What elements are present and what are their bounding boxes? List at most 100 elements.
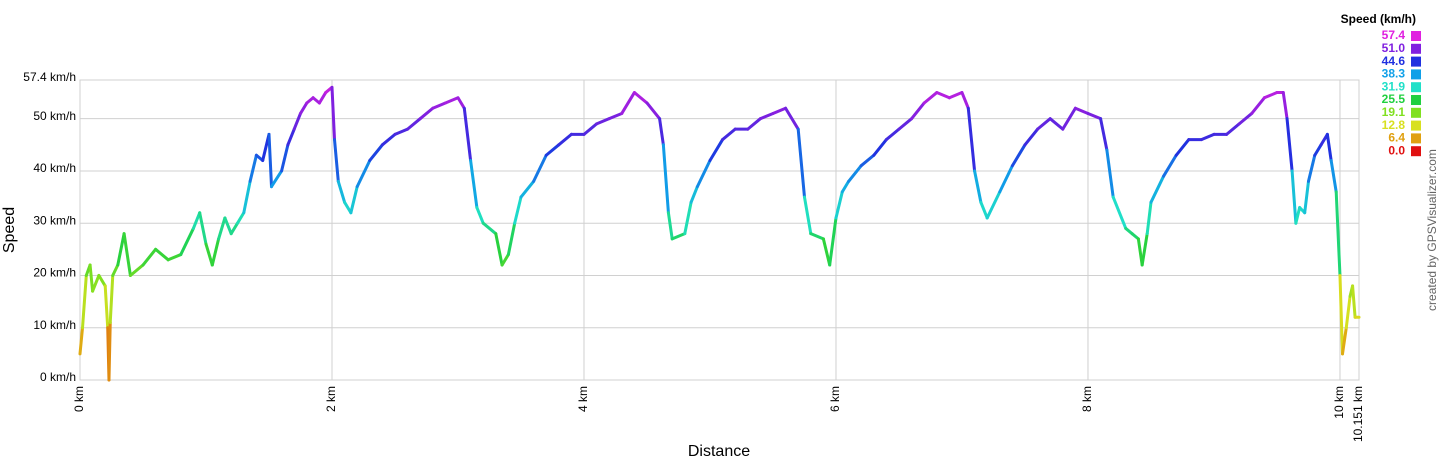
y-tick-label: 40 km/h [33,161,76,175]
speed-segment [1048,117,1065,131]
x-tick-label: 10 km [1332,386,1346,419]
speed-segment [966,106,977,173]
legend-label: 44.6 [1382,54,1406,68]
speed-segment [78,326,85,356]
speed-segment [469,158,479,210]
speed-segment [1329,158,1338,194]
y-tick-label: 20 km/h [33,266,76,280]
speed-segment [544,143,561,157]
legend-swatch [1411,31,1421,41]
y-tick-label: 57.4 km/h [23,70,76,84]
speed-segment [683,200,693,236]
speed-segment [1036,117,1052,131]
speed-segment [910,101,926,121]
speed-segment [884,127,901,142]
speed-segment [1334,190,1342,277]
speed-segment [1073,106,1090,115]
legend-label: 0.0 [1388,143,1405,157]
speed-segment [595,117,611,126]
speed-segment [1174,138,1191,157]
speed-segment [985,190,1002,220]
x-tick-label: 0 km [72,386,86,412]
speed-segment [270,169,284,189]
speed-segment [1140,232,1149,267]
speed-segment [834,190,844,220]
speed-segment [1149,174,1166,204]
speed-segment [355,158,372,189]
speed-segment [91,273,101,293]
speed-segment [481,221,498,236]
speed-segment [88,263,95,293]
legend-label: 25.5 [1382,92,1406,106]
speed-segment [166,253,183,262]
speed-segment [746,117,762,131]
legend-swatch [1411,107,1421,118]
speed-segment [607,111,624,121]
speed-segment [658,117,665,147]
legend-swatch [1411,82,1421,93]
y-tick-label: 0 km/h [40,370,76,384]
speed-segment [418,106,435,121]
speed-segment [532,153,548,183]
speed-segment [292,111,302,131]
speed-segment [1023,127,1040,147]
speed-segment [519,179,536,199]
speed-segment [1199,132,1216,142]
speed-segment [1061,106,1077,131]
speed-segment [632,91,649,105]
legend-swatch [1411,69,1421,80]
speed-segment [462,106,473,162]
speed-segment [122,232,132,277]
speed-segment [393,127,410,136]
legend-label: 6.4 [1388,131,1405,145]
speed-segment [330,85,337,142]
speed-segment [506,221,517,257]
speed-segment [661,143,670,215]
speed-segment [191,211,202,230]
speed-segment [336,179,347,204]
speed-segment [1162,153,1178,178]
legend-label: 51.0 [1382,41,1406,55]
speed-segment [217,216,227,241]
speed-segment [847,164,863,183]
speed-segment [298,101,309,115]
speed-segment [154,247,170,262]
speed-segment [494,232,504,267]
speed-segment [695,158,712,189]
speed-segment [796,127,806,199]
legend-label: 19.1 [1382,105,1406,119]
speed-segment [81,273,88,330]
speed-segment [406,117,422,131]
speed-segment [210,237,221,267]
speed-segment [557,132,573,147]
y-axis-title: Speed [1,207,18,253]
speed-segment [267,132,274,189]
speed-segment [204,242,214,267]
speed-segment [223,216,233,236]
speed-segment [107,321,112,382]
speed-segment [645,101,662,121]
speed-segment [1262,91,1279,100]
speed-segment [1325,132,1333,162]
speed-segment [475,206,485,225]
speed-segment [368,143,384,162]
x-axis-title: Distance [688,443,750,460]
plot-area [79,79,1360,381]
x-tick-label: 2 km [324,386,338,412]
speed-segment [333,138,340,183]
legend-swatch [1411,43,1421,54]
speed-segment [897,117,914,131]
speed-segment [286,127,296,147]
speed-segment [802,195,813,236]
speed-segment [1344,294,1352,330]
speed-segment [1250,96,1266,115]
speed-segment [1351,284,1357,319]
speed-segment [1294,206,1302,225]
speed-segment [979,200,989,220]
legend-swatch [1411,146,1421,157]
credit: created by GPSVisualizer.com [1425,149,1439,311]
speed-segment [708,138,725,162]
speed-segment [828,216,838,267]
speed-segment [666,211,674,241]
y-tick-label: 30 km/h [33,213,76,227]
